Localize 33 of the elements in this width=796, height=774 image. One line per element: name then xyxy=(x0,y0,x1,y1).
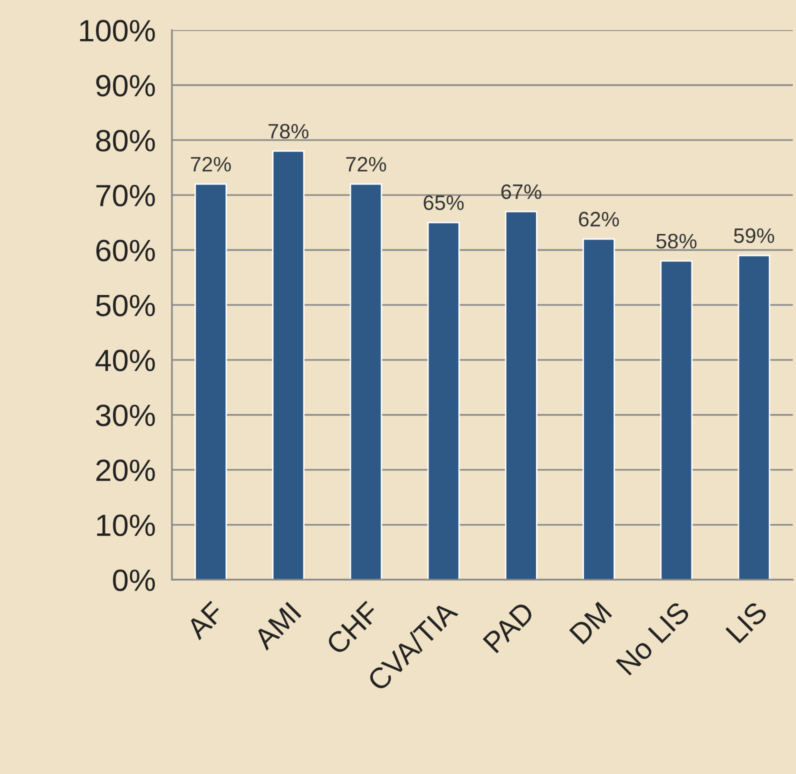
data-label: 59% xyxy=(734,228,774,244)
data-label: 58% xyxy=(656,234,697,249)
data-label: 67% xyxy=(501,184,542,200)
y-tick-label: 10% xyxy=(97,514,155,536)
y-tick-label: 50% xyxy=(96,294,155,316)
y-tick-label: 90% xyxy=(96,74,155,97)
y-tick-label: 80% xyxy=(96,130,155,152)
y-tick-label: 100% xyxy=(80,20,155,42)
bar xyxy=(350,183,382,580)
y-tick-label: 70% xyxy=(96,184,155,206)
data-label: 72% xyxy=(346,156,386,172)
bar xyxy=(504,210,538,580)
x-tick-label: AF xyxy=(185,600,225,640)
bar xyxy=(582,238,616,580)
x-tick-label: PAD xyxy=(482,600,536,654)
y-tick-label: 20% xyxy=(96,460,155,482)
data-label: 65% xyxy=(424,195,464,210)
x-tick-label: DM xyxy=(569,602,612,644)
y-tick-label: 40% xyxy=(96,350,155,372)
data-label: 72% xyxy=(190,156,231,172)
bar xyxy=(272,150,305,580)
bar xyxy=(427,222,460,580)
y-tick-label: 0% xyxy=(112,569,155,592)
x-tick-label: LIS xyxy=(725,600,768,644)
bar xyxy=(660,260,693,580)
data-label: 62% xyxy=(579,212,619,227)
x-tick-label: No LIS xyxy=(616,600,691,676)
bar xyxy=(738,254,770,580)
x-tick-label: AMI xyxy=(252,602,302,651)
y-tick-label: 30% xyxy=(96,404,155,426)
bar xyxy=(194,183,227,580)
y-tick-label: 60% xyxy=(96,240,155,262)
data-label: 78% xyxy=(268,124,308,139)
